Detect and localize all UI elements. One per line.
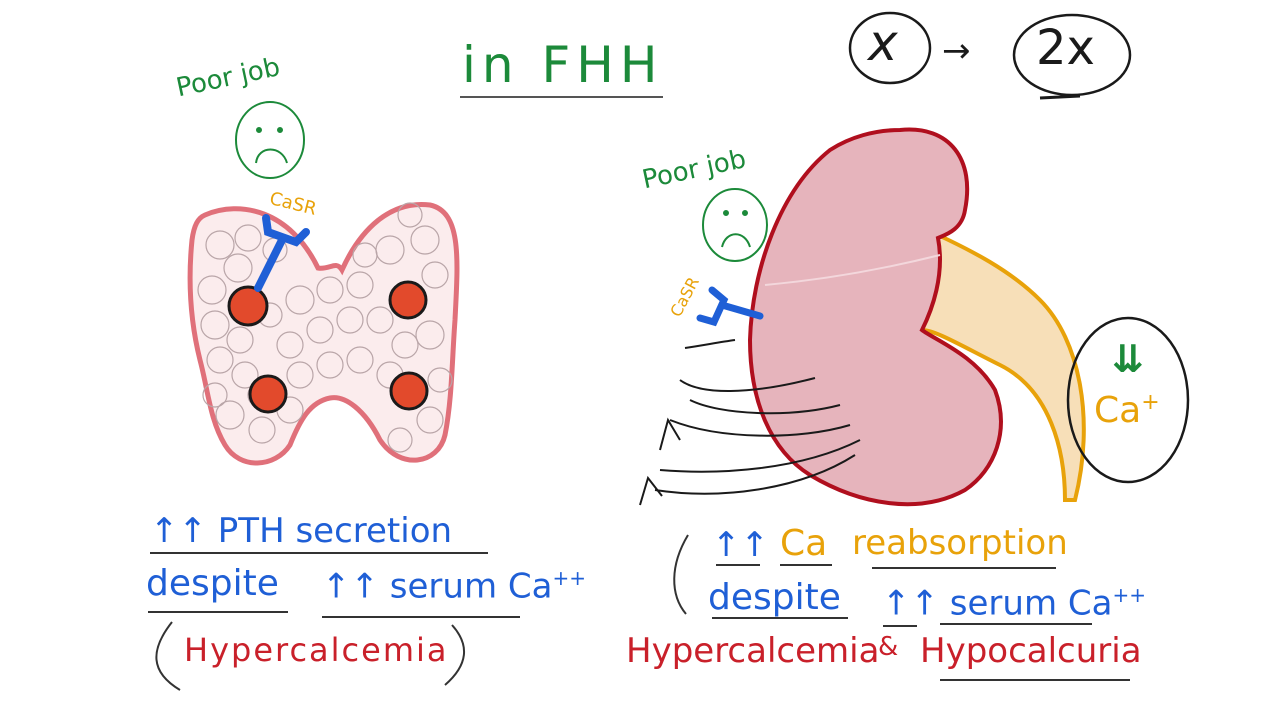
parathyroid-nodule [248,374,288,414]
ampersand-label: & [878,632,899,662]
ureter [919,231,1086,502]
parathyroid-nodule [388,280,428,320]
reabsorption-flow-lines [639,339,861,506]
up-arrows-icon: ↑↑ [150,511,207,551]
up-arrows-icon: ↑↑ [322,566,379,607]
arrow-label: → [942,31,971,71]
x-label: x [868,14,898,72]
parathyroid-nodule [389,371,429,411]
ca-charge: ++ [552,566,586,590]
sad-face-left-icon [235,101,305,179]
urine-ca-label: Ca+ [1094,392,1160,429]
serum-ca-text: serum Ca [389,566,553,607]
hypercalcemia-label-left: Hypercalcemia [184,631,449,669]
hypercalcemia-label-right: Hypercalcemia [626,631,880,671]
serum-ca-text: serum Ca [949,583,1113,624]
casr-receptor-left [254,214,310,292]
gland-outline [187,201,460,466]
serum-ca-line-right: ↑↑ serum Ca++ [882,585,1146,620]
hypocalcuria-label: Hypocalcuria [920,631,1142,671]
urine-ca-text: Ca [1094,390,1142,431]
despite-label-left: despite [146,563,279,604]
ca-label-right: Ca [780,523,828,564]
gland-cells [197,202,453,453]
up-arrows-icon: ↑↑ [882,583,939,624]
annotation-underlines [148,534,1130,691]
x-circle [848,11,932,85]
casr-receptor-right [696,286,764,327]
reabsorption-label: reabsorption [852,523,1068,563]
2x-underline [1039,94,1081,100]
2x-label: 2x [1036,20,1095,76]
urine-calcium-circle [1066,316,1190,484]
serum-ca-line-left: ↑↑ serum Ca++ [322,568,586,603]
urine-ca-charge: + [1141,390,1160,415]
parathyroid-nodule [227,285,269,327]
pth-secretion-text: PTH secretion [217,511,453,551]
parathyroid-gland [187,201,460,466]
page-title: in FHH [462,36,664,94]
up-arrows-right-1: ↑↑ [712,525,769,565]
sad-face-right-icon [702,188,768,262]
ca-charge: ++ [1112,583,1146,607]
down-arrows-icon: ⇊ [1112,337,1144,381]
despite-label-right: despite [708,577,841,618]
kidney [639,127,1086,507]
pth-line: ↑↑ PTH secretion [150,514,452,548]
